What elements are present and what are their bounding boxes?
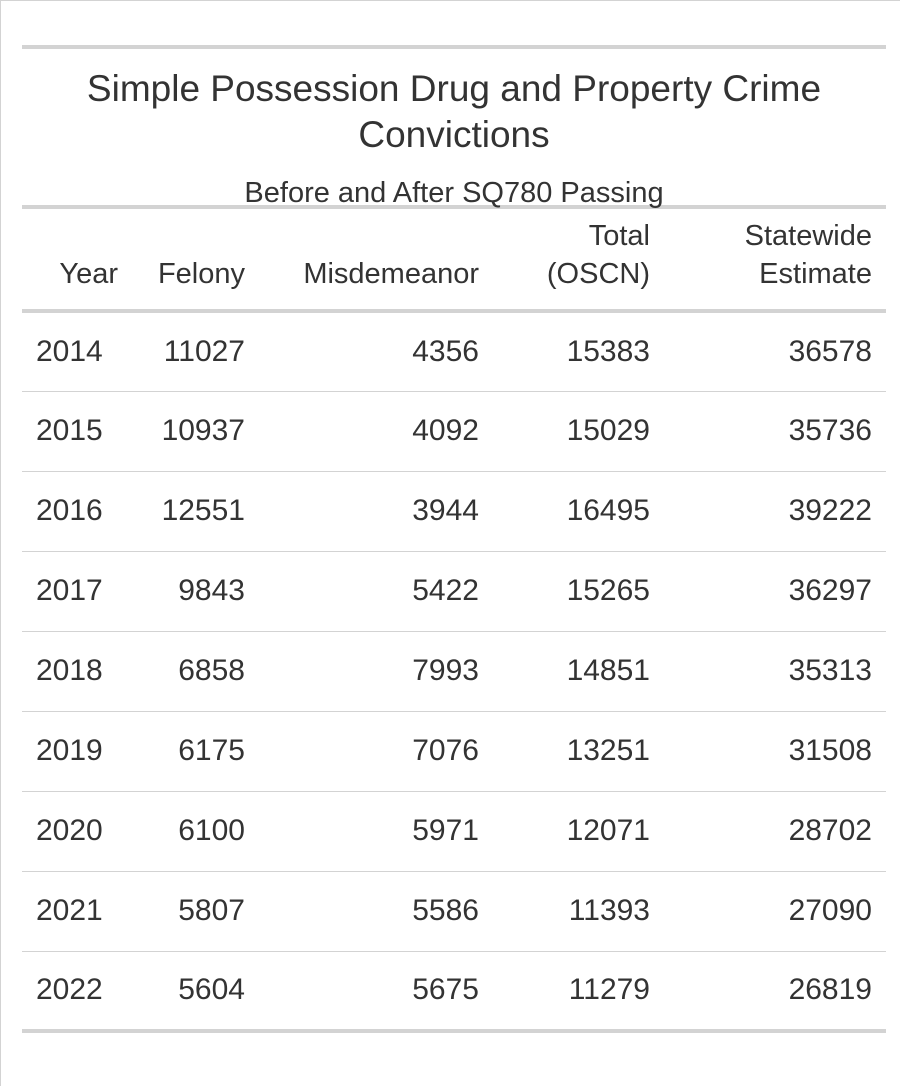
cell-estimate: 35313 [664,630,886,711]
cell-felony: 5604 [132,950,259,1031]
cell-total: 15383 [566,334,650,368]
column-header-felony: Felony [157,258,245,290]
cell-felony: 12551 [132,470,259,551]
column-header-misdemeanor: Misdemeanor [303,258,479,290]
column-header-year: Year [59,258,118,290]
cell-year: 2015 [22,390,132,471]
data-table: Year Felony Misdemeanor Total (OSCN) Sta… [22,205,886,1033]
table-row: 2014 11027 4356 15383 36578 [22,311,886,391]
data-table-container: Simple Possession Drug and Property Crim… [22,45,886,1033]
cell-year: 2014 [36,334,103,368]
cell-misdemeanor: 4356 [412,334,479,368]
frame-top-border [0,0,900,1]
cell-year: 2017 [22,550,132,631]
cell-misdemeanor: 5422 [259,550,493,631]
cell-year: 2019 [22,710,132,791]
cell-estimate: 28702 [664,790,886,871]
top-rule [22,45,886,49]
cell-total: 13251 [493,710,664,791]
cell-year: 2022 [22,950,132,1031]
table-row: 2015 10937 4092 15029 35736 [22,390,886,471]
table-row: 2021 5807 5586 11393 27090 [22,870,886,951]
cell-estimate: 31508 [664,710,886,791]
table-body: 2014 11027 4356 15383 36578 2015 10937 4092 1502… [22,311,886,1031]
cell-misdemeanor: 5586 [259,870,493,951]
cell-felony: 6858 [132,630,259,711]
cell-total: 11279 [493,950,664,1031]
column-header-estimate: Statewide Estimate [744,220,872,290]
cell-year: 2016 [22,470,132,551]
table-row: 2020 6100 5971 12071 28702 [22,790,886,871]
cell-estimate: 39222 [664,470,886,551]
table-heading: Simple Possession Drug and Property Crim… [22,49,886,209]
header-row: Year Felony Misdemeanor Total (OSCN) Sta… [22,207,886,311]
cell-felony: 6100 [132,790,259,871]
table-row: 2016 12551 3944 16495 39222 [22,470,886,551]
table-row: 2019 6175 7076 13251 31508 [22,710,886,791]
cell-estimate: 35736 [664,390,886,471]
cell-year: 2018 [22,630,132,711]
cell-misdemeanor: 3944 [259,470,493,551]
table-row: 2017 9843 5422 15265 36297 [22,550,886,631]
cell-felony: 10937 [132,390,259,471]
table-header: Year Felony Misdemeanor Total (OSCN) Sta… [22,207,886,311]
cell-felony: 6175 [132,710,259,791]
cell-felony: 9843 [132,550,259,631]
cell-total: 15265 [493,550,664,631]
cell-total: 14851 [493,630,664,711]
cell-year: 2021 [22,870,132,951]
cell-felony: 5807 [132,870,259,951]
cell-estimate: 26819 [664,950,886,1031]
cell-year: 2020 [22,790,132,871]
table-row: 2018 6858 7993 14851 35313 [22,630,886,711]
cell-estimate: 36297 [664,550,886,631]
frame-left-border [0,0,1,1086]
table-subtitle: Before and After SQ780 Passing [244,177,664,209]
cell-misdemeanor: 5675 [259,950,493,1031]
table-row: 2022 5604 5675 11279 26819 [22,950,886,1031]
column-header-total: Total (OSCN) [546,220,650,290]
cell-total: 12071 [493,790,664,871]
cell-estimate: 36578 [788,334,872,368]
cell-misdemeanor: 5971 [259,790,493,871]
cell-felony: 11027 [163,334,245,368]
cell-misdemeanor: 4092 [259,390,493,471]
cell-total: 15029 [493,390,664,471]
cell-misdemeanor: 7993 [259,630,493,711]
cell-total: 16495 [493,470,664,551]
cell-misdemeanor: 7076 [259,710,493,791]
cell-estimate: 27090 [664,870,886,951]
table-title: Simple Possession Drug and Property Crim… [86,68,822,155]
cell-total: 11393 [493,870,664,951]
